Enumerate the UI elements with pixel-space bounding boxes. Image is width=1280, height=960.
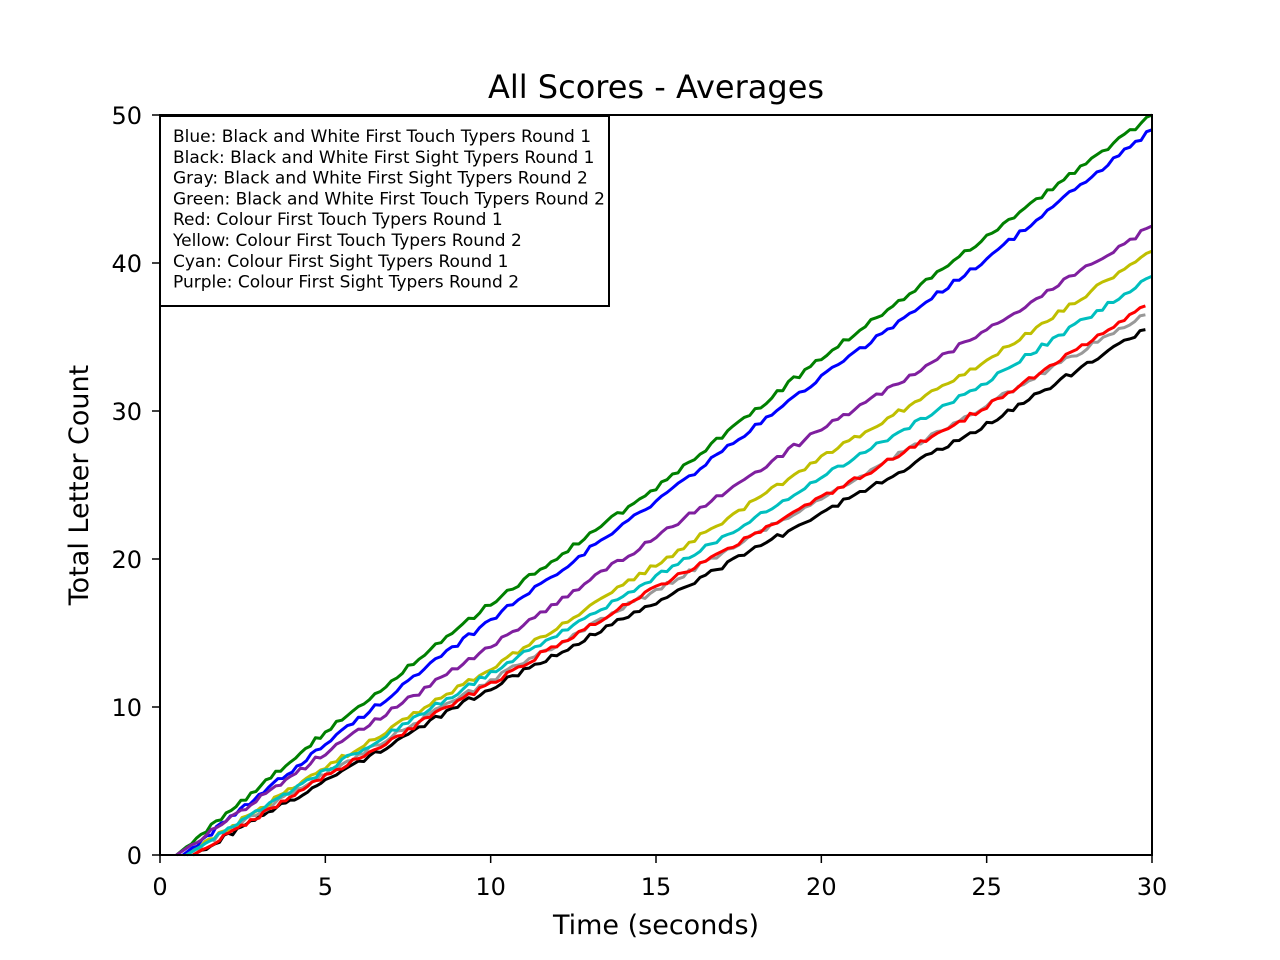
x-tick-label: 5 [318,873,333,901]
x-tick-label: 25 [971,873,1002,901]
legend-entry: Green: Black and White First Touch Typer… [173,189,605,209]
series-line [185,274,1153,857]
plot-area [175,113,1153,857]
y-tick-label: 10 [111,694,142,722]
legend-entry: Red: Colour First Touch Typers Round 1 [173,210,503,230]
y-tick-label: 20 [111,546,142,574]
x-tick-label: 20 [806,873,837,901]
y-tick-label: 0 [127,842,142,870]
legend-entry: Yellow: Colour First Touch Typers Round … [172,231,522,251]
legend-entry: Cyan: Colour First Sight Typers Round 1 [173,252,508,272]
y-axis-title: Total Letter Count [64,365,95,606]
series-line [175,113,1153,857]
x-tick-label: 15 [641,873,672,901]
axes: 0 5 10 15 20 25 30 0 10 20 30 40 50 [111,102,1167,901]
series-line [175,224,1153,857]
y-tick-label: 40 [111,250,142,278]
legend-entry: Gray: Black and White First Sight Typers… [173,169,588,189]
legend-entry: Black: Black and White First Sight Typer… [173,148,594,168]
x-tick-label: 10 [475,873,506,901]
chart-title: All Scores - Averages [488,68,824,106]
series-line [182,128,1153,857]
series-line [192,304,1146,857]
x-tick-label: 30 [1137,873,1168,901]
y-tick-label: 50 [111,102,142,130]
legend-box [159,115,610,307]
x-tick-label: 0 [152,873,167,901]
y-tick-label: 30 [111,398,142,426]
x-axis-title: Time (seconds) [552,910,759,941]
legend-entry: Purple: Colour First Sight Typers Round … [173,273,519,293]
series-line [185,249,1153,857]
legend-entry: Blue: Black and White First Touch Typers… [173,127,591,147]
legend: Blue: Black and White First Touch Typers… [159,115,610,307]
series-line [192,328,1146,857]
